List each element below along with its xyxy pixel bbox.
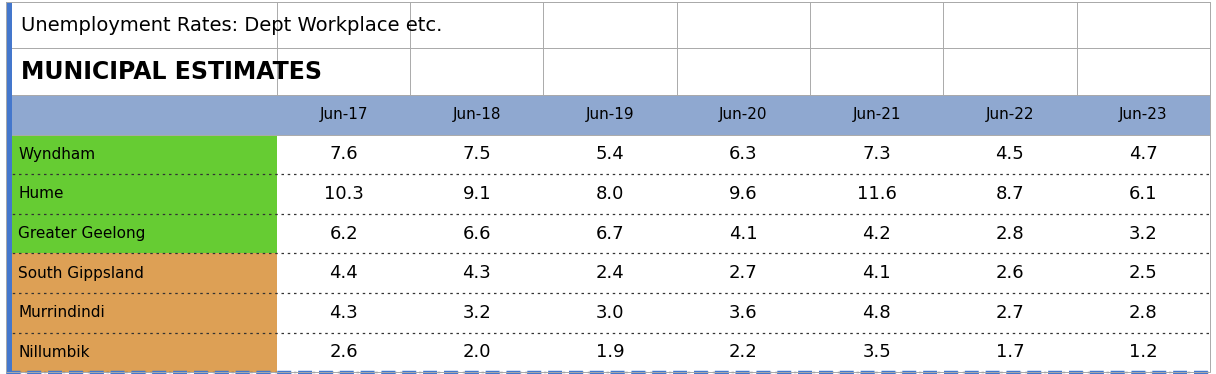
Text: 2.4: 2.4 <box>596 264 625 282</box>
Text: 3.2: 3.2 <box>462 304 491 322</box>
Text: 3.0: 3.0 <box>596 304 624 322</box>
Text: Unemployment Rates: Dept Workplace etc.: Unemployment Rates: Dept Workplace etc. <box>21 16 443 35</box>
Text: Murrindindi: Murrindindi <box>18 305 105 320</box>
Text: Greater Geelong: Greater Geelong <box>18 226 146 241</box>
Text: 3.5: 3.5 <box>862 343 891 361</box>
Text: 2.7: 2.7 <box>996 304 1024 322</box>
Text: Jun-18: Jun-18 <box>452 107 501 122</box>
Text: 2.8: 2.8 <box>1128 304 1158 322</box>
Text: 4.2: 4.2 <box>862 224 891 242</box>
Text: 2.5: 2.5 <box>1128 264 1158 282</box>
Text: 7.6: 7.6 <box>330 145 358 163</box>
Text: Nillumbik: Nillumbik <box>18 345 90 360</box>
Text: 3.2: 3.2 <box>1128 224 1158 242</box>
Text: Hume: Hume <box>18 186 63 202</box>
Text: Jun-17: Jun-17 <box>320 107 367 122</box>
Text: 6.6: 6.6 <box>462 224 491 242</box>
Text: 4.5: 4.5 <box>996 145 1024 163</box>
Text: 2.0: 2.0 <box>462 343 491 361</box>
Text: South Gippsland: South Gippsland <box>18 266 145 280</box>
Text: Jun-21: Jun-21 <box>852 107 901 122</box>
Text: 6.2: 6.2 <box>330 224 358 242</box>
Text: MUNICIPAL ESTIMATES: MUNICIPAL ESTIMATES <box>21 60 322 84</box>
Text: 1.9: 1.9 <box>596 343 625 361</box>
Text: 9.6: 9.6 <box>730 185 758 203</box>
Text: 5.4: 5.4 <box>596 145 625 163</box>
Text: 2.7: 2.7 <box>730 264 758 282</box>
Text: 6.1: 6.1 <box>1128 185 1158 203</box>
Text: 2.6: 2.6 <box>996 264 1024 282</box>
Text: 11.6: 11.6 <box>857 185 896 203</box>
Text: 1.2: 1.2 <box>1128 343 1158 361</box>
Text: Jun-22: Jun-22 <box>986 107 1034 122</box>
Text: 6.3: 6.3 <box>730 145 758 163</box>
Text: 8.0: 8.0 <box>596 185 624 203</box>
Text: 4.3: 4.3 <box>462 264 491 282</box>
Text: Jun-20: Jun-20 <box>719 107 767 122</box>
Text: 2.8: 2.8 <box>996 224 1024 242</box>
Text: 9.1: 9.1 <box>462 185 491 203</box>
Text: 1.7: 1.7 <box>996 343 1024 361</box>
Text: 2.2: 2.2 <box>730 343 758 361</box>
Text: 4.1: 4.1 <box>730 224 758 242</box>
Text: 7.5: 7.5 <box>462 145 491 163</box>
Text: 7.3: 7.3 <box>862 145 891 163</box>
Text: 4.7: 4.7 <box>1128 145 1158 163</box>
Text: Jun-23: Jun-23 <box>1119 107 1167 122</box>
Text: 2.6: 2.6 <box>330 343 358 361</box>
Text: 4.4: 4.4 <box>330 264 358 282</box>
Text: Jun-19: Jun-19 <box>586 107 635 122</box>
Text: 10.3: 10.3 <box>323 185 364 203</box>
Text: 6.7: 6.7 <box>596 224 625 242</box>
Text: 4.8: 4.8 <box>862 304 891 322</box>
Text: 4.1: 4.1 <box>862 264 891 282</box>
Text: 8.7: 8.7 <box>996 185 1024 203</box>
Text: 3.6: 3.6 <box>730 304 758 322</box>
Text: 4.3: 4.3 <box>330 304 358 322</box>
Text: Wyndham: Wyndham <box>18 147 95 162</box>
